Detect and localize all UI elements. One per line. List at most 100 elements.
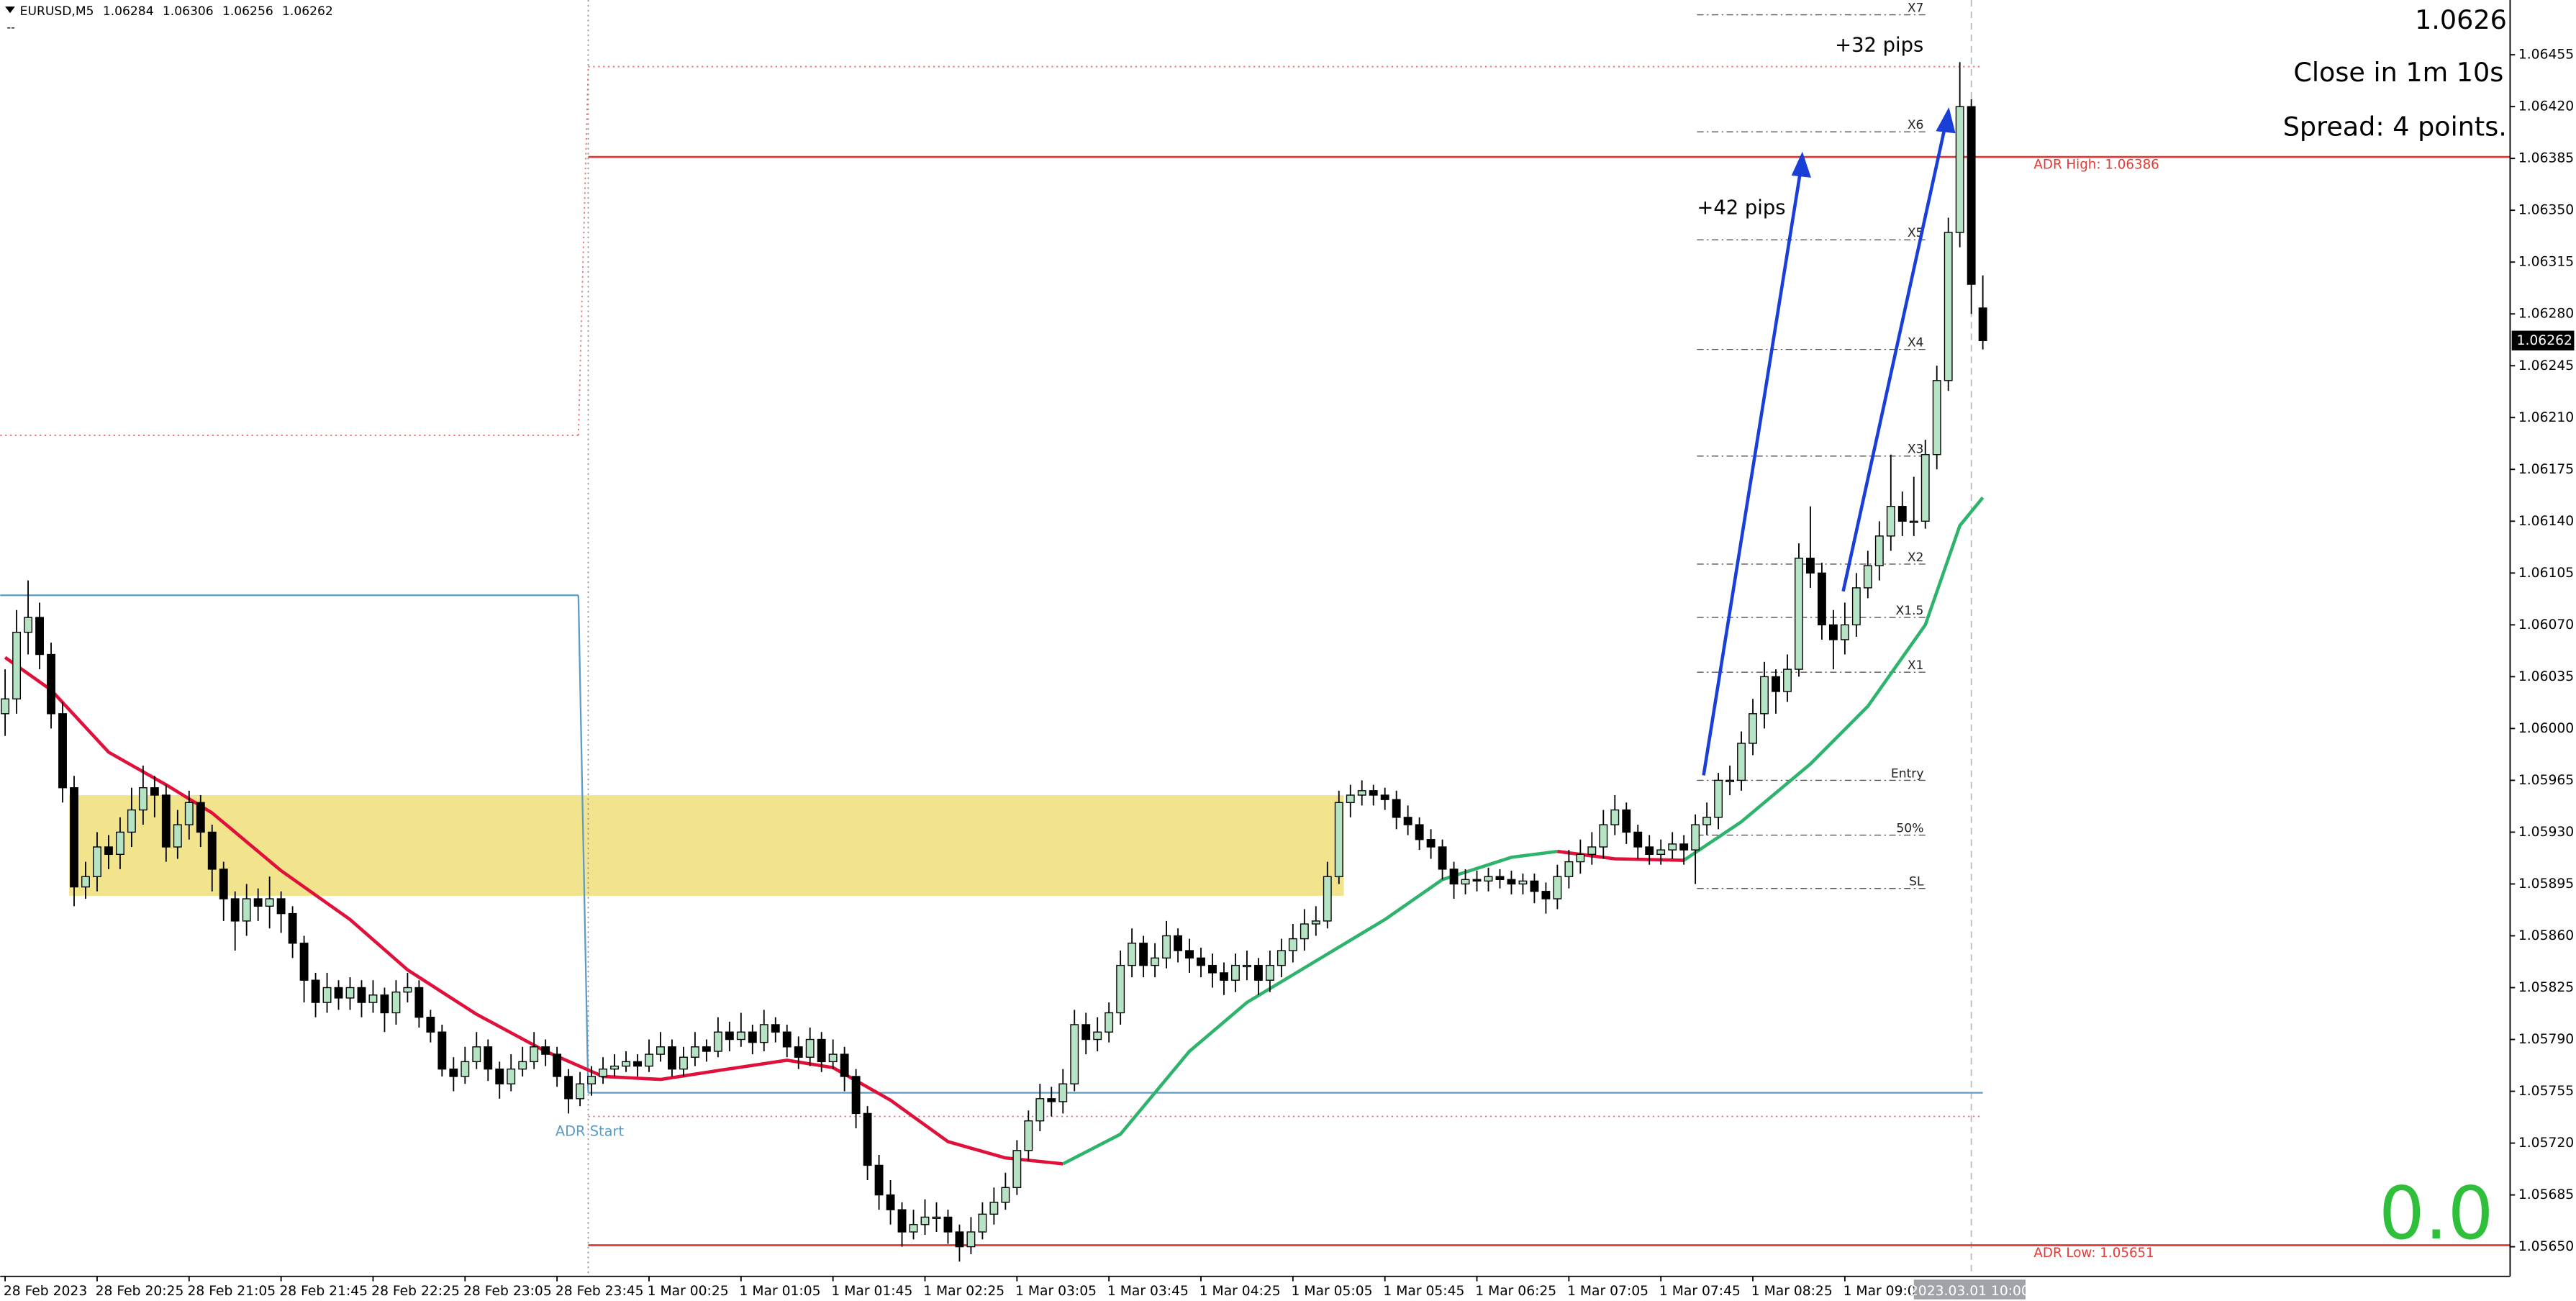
candle-body xyxy=(1645,846,1654,855)
x-tick-label: 1 Mar 06:25 xyxy=(1475,1284,1556,1299)
extension-label: X1.5 xyxy=(1896,604,1924,618)
candle-body xyxy=(564,1076,573,1100)
candle-body xyxy=(380,994,389,1014)
candle-body xyxy=(426,1016,435,1033)
candle-body xyxy=(1599,824,1608,848)
candle-body xyxy=(1311,920,1320,925)
candle-body xyxy=(1932,380,1941,455)
x-tick-label: 28 Feb 23:05 xyxy=(463,1284,552,1299)
symbol: EURUSD,M5 xyxy=(20,4,94,19)
candle-body xyxy=(1128,943,1137,966)
candle-body xyxy=(276,898,286,915)
candle-body xyxy=(690,1046,699,1058)
candle-body xyxy=(322,987,332,1003)
x-tick-label: 1 Mar 03:05 xyxy=(1015,1284,1097,1299)
extension-label: Entry xyxy=(1891,766,1924,781)
y-tick-label: 1.05650 xyxy=(2518,1239,2574,1254)
candle-body xyxy=(1817,572,1826,626)
counter: 0.0 xyxy=(2379,1171,2494,1256)
x-tick-label: 1 Mar 05:05 xyxy=(1292,1284,1373,1299)
close: 1.06262 xyxy=(282,4,333,19)
candle-body xyxy=(1633,831,1643,848)
candle-body xyxy=(1576,853,1585,863)
extension-label: X6 xyxy=(1908,118,1924,132)
moving-average xyxy=(1062,849,1558,1166)
candle-body xyxy=(1265,964,1274,981)
candle-body xyxy=(1208,964,1217,974)
candle-body xyxy=(161,794,171,848)
candle-body xyxy=(840,1053,849,1077)
candle-body xyxy=(1288,938,1297,951)
extension-label: X1 xyxy=(1908,658,1924,673)
candle-body xyxy=(484,1046,493,1070)
candle-body xyxy=(1772,676,1780,692)
y-tick-label: 1.06140 xyxy=(2518,514,2574,529)
candle-body xyxy=(196,802,205,833)
annotation: +42 pips xyxy=(1697,196,1785,219)
bid-price: 1.0626 xyxy=(2415,4,2507,35)
candle-body xyxy=(771,1024,780,1033)
x-tick-label: 1 Mar 09:05 xyxy=(1843,1284,1925,1299)
candle-body xyxy=(1863,565,1872,589)
candle-body xyxy=(173,824,182,848)
y-tick-label: 1.05825 xyxy=(2518,980,2574,995)
candle-body xyxy=(70,787,78,888)
extension-label: X2 xyxy=(1908,550,1924,565)
candle-body xyxy=(81,876,90,888)
candle-body xyxy=(138,787,148,811)
adr-low-label: ADR Low: 1.05651 xyxy=(2033,1246,2154,1261)
candle-body xyxy=(207,831,217,870)
cursor-label: 2023.03.01 10:00 xyxy=(1910,1284,2030,1299)
candle-body xyxy=(1668,843,1677,851)
candle-body xyxy=(1553,876,1562,899)
candle-body xyxy=(1909,520,1918,523)
candle-body xyxy=(242,898,251,922)
candle-body xyxy=(288,912,297,944)
candle-body xyxy=(541,1046,550,1055)
candle-body xyxy=(1461,879,1470,885)
candle-body xyxy=(1242,964,1251,968)
candle-body xyxy=(1874,535,1884,566)
y-tick-label: 1.06385 xyxy=(2518,151,2574,166)
candle-body xyxy=(909,1224,918,1233)
x-tick-label: 28 Feb 21:45 xyxy=(279,1284,368,1299)
candle-body xyxy=(1967,106,1976,285)
candle-body xyxy=(1220,972,1228,981)
candle-body xyxy=(1920,454,1930,522)
candle-body xyxy=(794,1046,803,1058)
pip-arrows xyxy=(1702,107,1956,776)
x-tick-label: 28 Feb 20:25 xyxy=(96,1284,184,1299)
candle-body xyxy=(449,1068,458,1077)
candle-body xyxy=(656,1046,665,1055)
supply-demand-zone xyxy=(69,794,1344,896)
y-tick-label: 1.06105 xyxy=(2518,566,2574,581)
y-tick-label: 1.06210 xyxy=(2518,410,2574,425)
candle-body xyxy=(1253,964,1263,981)
candle-body xyxy=(966,1231,976,1248)
candle-body xyxy=(1828,624,1838,640)
candle-body xyxy=(1047,1098,1056,1102)
candle-body xyxy=(920,1216,930,1225)
candle-body xyxy=(817,1038,826,1063)
candle-body xyxy=(1151,957,1160,966)
candle-body xyxy=(1622,809,1631,833)
candle-body xyxy=(1300,923,1309,940)
x-tick-label: 1 Mar 07:45 xyxy=(1659,1284,1741,1299)
candle-body xyxy=(311,979,320,1003)
x-tick-label: 1 Mar 08:25 xyxy=(1751,1284,1833,1299)
candle-body xyxy=(587,1076,597,1084)
candle-body xyxy=(748,1031,757,1043)
candle-body xyxy=(1518,880,1528,885)
y-tick-label: 1.06245 xyxy=(2518,358,2574,373)
y-tick-label: 1.06350 xyxy=(2518,203,2574,218)
candle-body xyxy=(93,846,101,877)
candle-body xyxy=(127,809,136,833)
y-tick-label: 1.05860 xyxy=(2518,928,2574,943)
candle-body xyxy=(104,846,113,855)
candle-body xyxy=(1564,861,1574,877)
menu-triangle xyxy=(5,6,15,14)
candle-body xyxy=(553,1053,562,1077)
candle-body xyxy=(1197,957,1205,966)
candle-body xyxy=(1185,950,1194,959)
candle-body xyxy=(1380,794,1389,800)
